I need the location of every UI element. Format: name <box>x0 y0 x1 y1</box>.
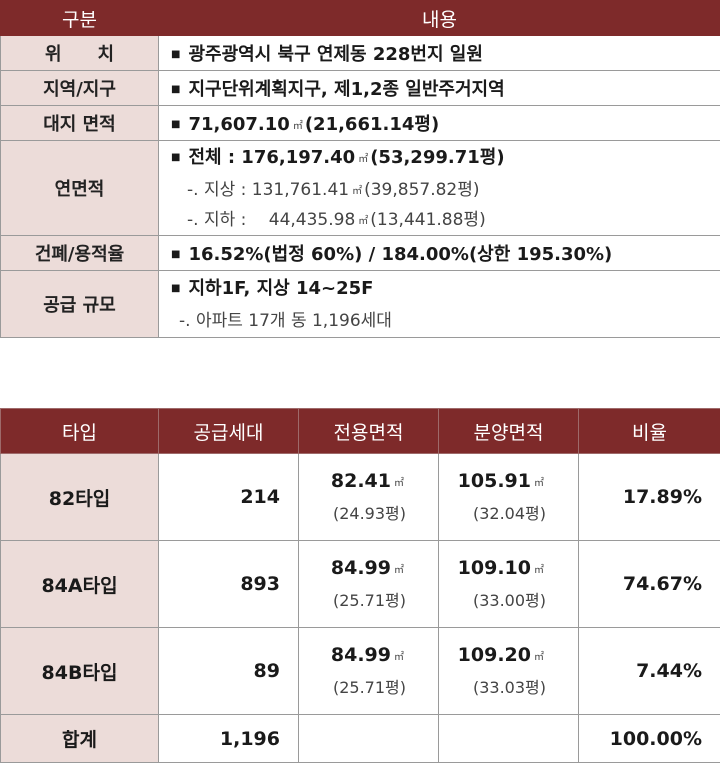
type-ratio: 7.44% <box>578 627 720 715</box>
total-label: 합계 <box>0 714 159 763</box>
floor-area-total-unit: ㎡ <box>358 154 369 165</box>
exclusive-area: 84.99 <box>330 644 391 666</box>
total-empty-cell <box>298 714 439 763</box>
area-unit: ㎡ <box>534 478 544 489</box>
type-units: 89 <box>158 627 299 715</box>
header-category: 구분 <box>0 0 159 36</box>
total-empty-cell <box>438 714 579 763</box>
scale-value: 지하1F, 지상 14~25F <box>188 278 374 299</box>
header-sale-area: 분양면적 <box>438 408 579 454</box>
sale-area: 105.91 <box>457 470 531 492</box>
zone-label: 지역/지구 <box>0 70 159 106</box>
bullet-icon: ■ <box>171 283 181 294</box>
site-area-pyeong: (21,661.14평) <box>304 114 440 135</box>
header-type: 타입 <box>0 408 159 454</box>
exclusive-pyeong: (25.71평) <box>332 678 406 697</box>
floor-area-below-unit: ㎡ <box>358 216 369 227</box>
floor-area-total-pyeong: (53,299.71평) <box>370 147 505 168</box>
type-units: 214 <box>158 453 299 541</box>
total-row: 합계 1,196 100.00% <box>0 714 720 763</box>
location-value: 광주광역시 북구 연제동 228번지 일원 <box>188 44 483 65</box>
header-exclusive-area: 전용면적 <box>298 408 439 454</box>
area-unit: ㎡ <box>534 652 544 663</box>
floor-area-below: -. 지하 : 44,435.98 <box>187 210 356 230</box>
type-name: 84B타입 <box>0 627 159 715</box>
bullet-icon: ■ <box>171 84 181 95</box>
type-header-row: 타입 공급세대 전용면적 분양면적 비율 <box>0 408 720 454</box>
project-info-table: 구분 내용 위 치 ■ 광주광역시 북구 연제동 228번지 일원 지역/지구 ■… <box>0 0 720 338</box>
scale-sub: -. 아파트 17개 동 1,196세대 <box>179 311 392 331</box>
floor-area-above: -. 지상 : 131,761.41 <box>187 180 350 200</box>
header-ratio: 비율 <box>578 408 720 454</box>
floor-area-below-pyeong: (13,441.88평) <box>370 210 486 230</box>
area-unit: ㎡ <box>394 565 404 576</box>
exclusive-area: 82.41 <box>330 470 391 492</box>
floor-area-above-pyeong: (39,857.82평) <box>364 180 480 200</box>
floor-area-above-unit: ㎡ <box>352 186 363 197</box>
header-content: 내용 <box>158 0 720 36</box>
sale-area: 109.10 <box>457 557 531 579</box>
type-row: 84A타입 893 84.99 ㎡ (25.71평) 109.10 ㎡ (33.00평)… <box>0 540 720 628</box>
type-row: 82타입 214 82.41 ㎡ (24.93평) 105.91 ㎡ (32.04평) … <box>0 453 720 541</box>
type-row: 84B타입 89 84.99 ㎡ (25.71평) 109.20 ㎡ (33.03평) … <box>0 627 720 715</box>
sale-area: 109.20 <box>457 644 531 666</box>
info-header-row: 구분 내용 <box>0 0 720 36</box>
exclusive-pyeong: (24.93평) <box>332 504 406 523</box>
type-ratio: 74.67% <box>578 540 720 628</box>
area-unit: ㎡ <box>394 652 404 663</box>
type-name: 82타입 <box>0 453 159 541</box>
type-units: 893 <box>158 540 299 628</box>
site-area-row: 대지 면적 ■ 71,607.10 ㎡ (21,661.14평) <box>0 105 720 141</box>
location-row: 위 치 ■ 광주광역시 북구 연제동 228번지 일원 <box>0 35 720 71</box>
floor-area-row: 연면적 ■ 전체 : 176,197.40 ㎡ (53,299.71평) -. 지상 … <box>0 140 720 236</box>
exclusive-area: 84.99 <box>330 557 391 579</box>
bullet-icon: ■ <box>171 152 181 163</box>
bullet-icon: ■ <box>171 119 181 130</box>
ratio-value: 16.52%(법정 60%) / 184.00%(상한 195.30%) <box>188 244 613 265</box>
ratio-row: 건폐/용적율 ■ 16.52%(법정 60%) / 184.00%(상한 195.… <box>0 235 720 271</box>
site-area-label: 대지 면적 <box>0 105 159 141</box>
area-unit: ㎡ <box>394 478 404 489</box>
ratio-label: 건폐/용적율 <box>0 235 159 271</box>
type-ratio: 17.89% <box>578 453 720 541</box>
sale-pyeong: (33.03평) <box>472 678 546 697</box>
type-name: 84A타입 <box>0 540 159 628</box>
scale-label: 공급 규모 <box>0 270 159 338</box>
unit-type-table: 타입 공급세대 전용면적 분양면적 비율 82타입 214 82.41 ㎡ (24.… <box>0 408 720 763</box>
zone-row: 지역/지구 ■ 지구단위계획지구, 제1,2종 일반주거지역 <box>0 70 720 106</box>
header-units: 공급세대 <box>158 408 299 454</box>
sale-pyeong: (32.04평) <box>472 504 546 523</box>
zone-value: 지구단위계획지구, 제1,2종 일반주거지역 <box>188 79 505 100</box>
area-unit: ㎡ <box>534 565 544 576</box>
site-area-value: 71,607.10 <box>188 114 290 135</box>
total-units: 1,196 <box>158 714 299 763</box>
sale-pyeong: (33.00평) <box>472 591 546 610</box>
bullet-icon: ■ <box>171 49 181 60</box>
location-label: 위 치 <box>0 35 159 71</box>
exclusive-pyeong: (25.71평) <box>332 591 406 610</box>
total-ratio: 100.00% <box>578 714 720 763</box>
bullet-icon: ■ <box>171 249 181 260</box>
floor-area-label: 연면적 <box>0 140 159 236</box>
site-area-unit: ㎡ <box>292 121 303 132</box>
floor-area-total: 전체 : 176,197.40 <box>188 147 356 168</box>
scale-row: 공급 규모 ■ 지하1F, 지상 14~25F -. 아파트 17개 동 1,19… <box>0 270 720 338</box>
